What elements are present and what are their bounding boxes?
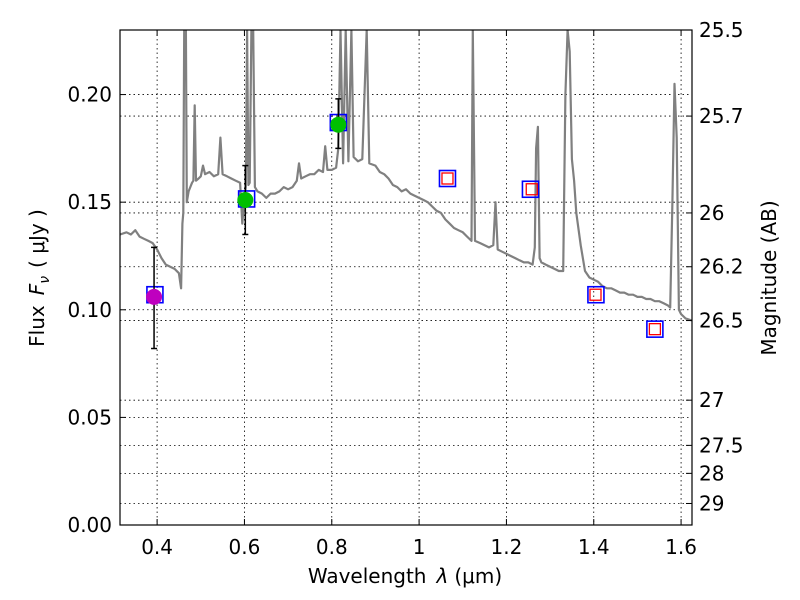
y2-tick-label: 28 (699, 461, 724, 485)
y2-tick-label: 25.7 (699, 104, 744, 128)
spectrum-layer (120, 30, 692, 322)
x-axis: 0.4 0.6 0.8 1 1.2 1.4 1.6 (141, 30, 697, 559)
y2-tick-label: 27.5 (699, 433, 744, 457)
upper-limit-marker (648, 323, 662, 336)
y-tick-label: 0.10 (67, 298, 112, 322)
y-tick-label: 0.20 (67, 83, 112, 107)
y2-tick-label: 25.5 (699, 18, 744, 42)
points-layer (146, 98, 664, 350)
observed-detection-point (330, 116, 347, 133)
x-axis-label: Wavelength λ (μm) (308, 564, 502, 588)
upper-limit-marker (589, 288, 602, 301)
observed-detection-point (237, 192, 254, 209)
model-photometry-marker (646, 320, 664, 338)
upper-limit-marker (441, 172, 454, 185)
y-tick-label: 0.00 (67, 513, 112, 537)
x-tick-label: 1.2 (491, 535, 523, 559)
y2-tick-label: 26 (699, 201, 724, 225)
y2-tick-label: 26.2 (699, 255, 744, 279)
grid (120, 29, 692, 526)
model-photometry-marker (587, 285, 605, 304)
y-tick-label: 0.15 (67, 190, 112, 214)
x-tick-label: 0.6 (229, 535, 261, 559)
observed-detection-point (146, 288, 163, 305)
y2-axis: 25.5 25.7 26 26.2 26.5 27 27.5 28 29 (686, 18, 744, 515)
y-axis-label: FluxFν( μJy ) (25, 209, 53, 347)
model-spectrum-line (120, 30, 692, 322)
y-axis: 0.00 0.05 0.10 0.15 0.20 (67, 83, 126, 537)
y2-tick-label: 29 (699, 491, 724, 515)
x-tick-label: 1 (413, 535, 426, 559)
x-tick-label: 1.6 (665, 535, 697, 559)
y2-axis-label: Magnitude (AB) (757, 200, 781, 355)
model-photometry-marker (521, 180, 540, 199)
y-tick-label: 0.05 (67, 405, 112, 429)
model-photometry-marker (438, 169, 457, 188)
x-tick-label: 1.4 (578, 535, 610, 559)
y2-tick-label: 27 (699, 388, 724, 412)
x-tick-label: 0.8 (316, 535, 348, 559)
upper-limit-marker (525, 183, 538, 196)
y2-tick-label: 26.5 (699, 309, 744, 333)
plot-frame (119, 29, 693, 526)
x-tick-label: 0.4 (141, 535, 173, 559)
